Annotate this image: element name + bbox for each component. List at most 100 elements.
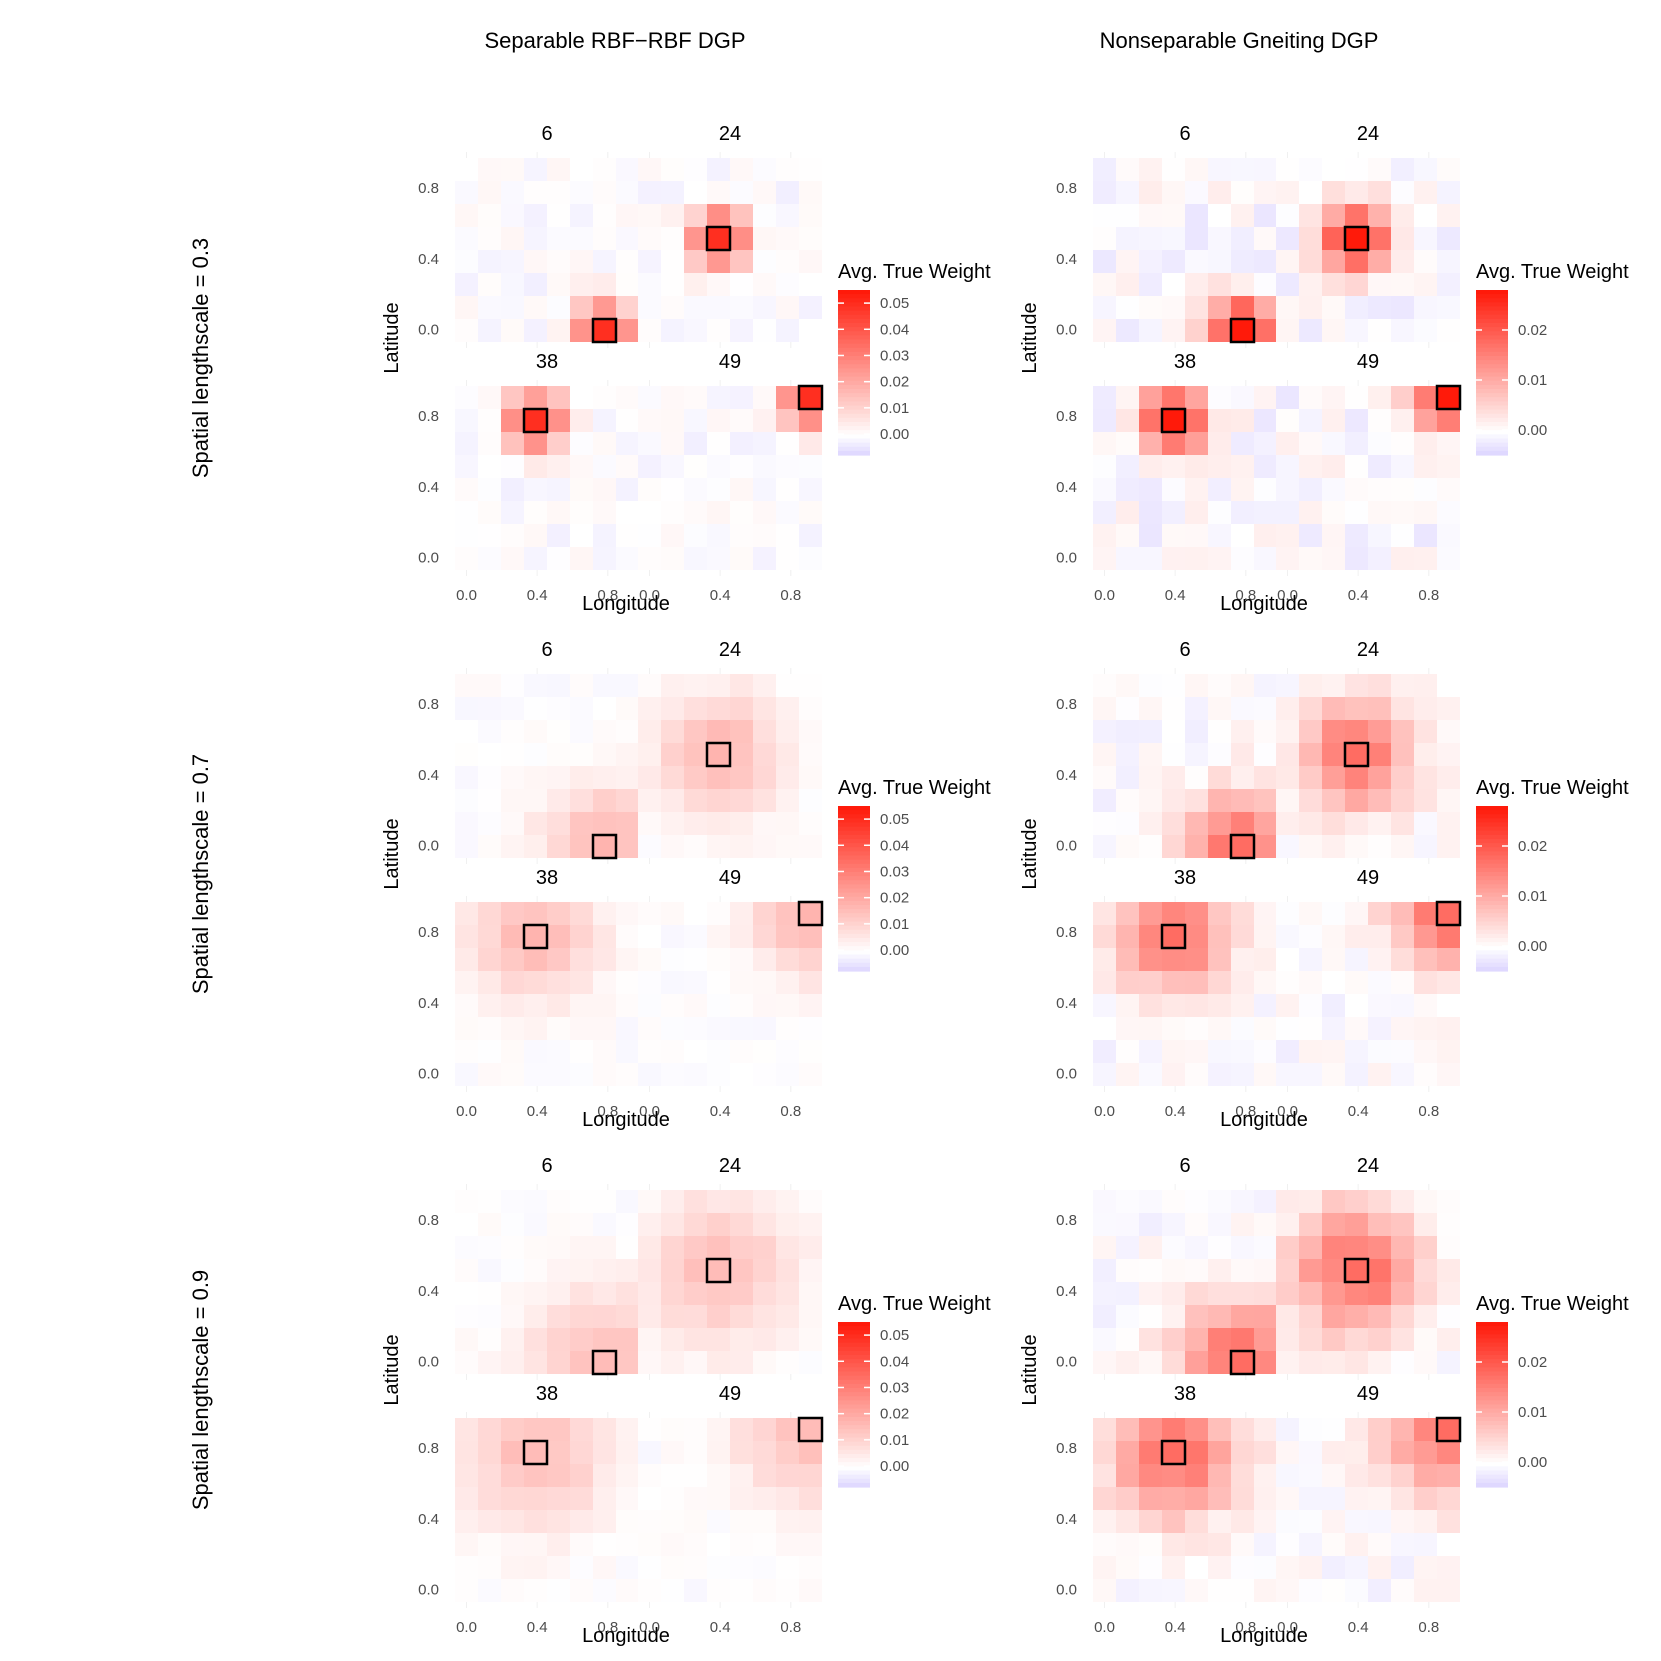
heat-cell — [1208, 766, 1231, 789]
y-tick-label: 0.4 — [418, 251, 439, 268]
target-location-box — [1435, 900, 1462, 927]
heat-cell — [776, 1418, 799, 1441]
heat-cell — [1368, 478, 1391, 501]
heat-cell — [1162, 697, 1185, 720]
heat-cell — [1185, 455, 1208, 478]
y-tick-label: 0.8 — [418, 1212, 439, 1229]
heat-cell — [753, 1328, 776, 1351]
heat-cell — [455, 547, 478, 570]
heat-cell — [776, 902, 799, 925]
y-tick-label: 0.4 — [1056, 767, 1077, 784]
heat-cell — [799, 1464, 822, 1487]
heat-cell — [1437, 789, 1460, 812]
heat-cell — [616, 1579, 639, 1602]
facet-24: 24 — [638, 123, 822, 348]
heat-cell — [753, 720, 776, 743]
heat-cell — [1368, 1236, 1391, 1259]
legend-color-step — [838, 339, 870, 345]
heat-cell — [730, 1556, 753, 1579]
heat-cell — [1093, 1464, 1116, 1487]
y-axis-title: Latitude — [1019, 302, 1041, 373]
heat-cell — [524, 1213, 547, 1236]
heat-cell — [776, 227, 799, 250]
heat-cell — [638, 835, 661, 858]
heat-cell — [455, 1487, 478, 1510]
legend-color-step — [1476, 339, 1508, 345]
heat-cell — [638, 1487, 661, 1510]
heat-cell — [776, 994, 799, 1017]
legend-color-step — [1476, 331, 1508, 336]
heat-cell — [661, 1487, 684, 1510]
legend-label: 0.01 — [880, 916, 909, 933]
heat-cell — [547, 1190, 570, 1213]
heat-cell — [1322, 296, 1345, 319]
heat-cell — [1276, 812, 1299, 835]
legend-color-step — [1476, 958, 1508, 964]
heat-cell — [1231, 1441, 1254, 1464]
legend-color-step — [1476, 839, 1508, 844]
heat-cell — [1254, 1063, 1277, 1086]
heat-cell — [661, 971, 684, 994]
heat-cell — [1208, 524, 1231, 547]
heat-cell — [776, 296, 799, 319]
heat-cell — [638, 547, 661, 570]
heat-cell — [1254, 1282, 1277, 1305]
heat-cell — [638, 1533, 661, 1556]
heat-cell — [1139, 1040, 1162, 1063]
heat-cell — [638, 1418, 661, 1441]
heat-cell — [616, 1418, 639, 1441]
heat-cell — [1116, 1351, 1139, 1374]
heat-cell — [593, 1533, 616, 1556]
heat-cell — [478, 1282, 501, 1305]
legend-color-step — [838, 426, 870, 431]
heat-cell — [593, 478, 616, 501]
heat-cell — [1276, 1533, 1299, 1556]
heat-cell — [753, 319, 776, 342]
heat-cell — [1231, 674, 1254, 697]
heat-cell — [455, 273, 478, 296]
heat-cell — [661, 478, 684, 501]
heat-cell — [478, 812, 501, 835]
heat-cell — [1368, 296, 1391, 319]
heat-cell — [1116, 1017, 1139, 1040]
heat-cell — [501, 1213, 524, 1236]
legend-label: 0.02 — [880, 1406, 909, 1423]
heat-cell — [1437, 1441, 1460, 1464]
heat-cell — [1345, 835, 1368, 858]
heat-cell — [707, 1579, 730, 1602]
heat-cell — [1299, 971, 1322, 994]
heat-cell — [570, 948, 593, 971]
heat-cell — [1093, 720, 1116, 743]
heat-cell — [501, 1418, 524, 1441]
heat-cell — [593, 720, 616, 743]
heat-cell — [524, 674, 547, 697]
y-tick-label: 0.0 — [1056, 1354, 1077, 1371]
heat-cell — [616, 1510, 639, 1533]
heat-cell — [684, 204, 707, 227]
heat-cell — [524, 1040, 547, 1063]
heat-cell — [1276, 1282, 1299, 1305]
legend-color-step — [838, 397, 870, 402]
heat-cell — [1185, 1063, 1208, 1086]
legend-color-step — [1476, 1478, 1508, 1484]
heat-cell — [1299, 1282, 1322, 1305]
heat-cell — [1139, 455, 1162, 478]
heat-cell — [1368, 835, 1391, 858]
heat-cell — [1208, 547, 1231, 570]
heat-cell — [1116, 1487, 1139, 1510]
heat-cell — [570, 789, 593, 812]
heat-cell — [1414, 524, 1437, 547]
heat-cell — [684, 1328, 707, 1351]
heat-cell — [455, 227, 478, 250]
facet-label: 49 — [1357, 351, 1379, 373]
heat-cell — [638, 1579, 661, 1602]
heat-cell — [547, 812, 570, 835]
heat-cell — [1276, 766, 1299, 789]
heat-cell — [776, 158, 799, 181]
heat-cell — [776, 1510, 799, 1533]
heat-cell — [799, 789, 822, 812]
legend-color-step — [1476, 900, 1508, 906]
heat-cell — [616, 296, 639, 319]
heat-cell — [616, 1464, 639, 1487]
